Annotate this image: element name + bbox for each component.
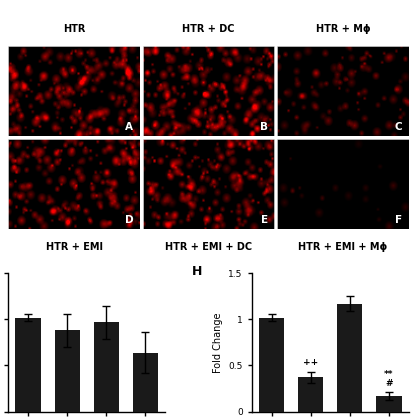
Text: HTR + DC: HTR + DC: [182, 24, 235, 34]
Text: #: #: [385, 378, 392, 388]
Text: HTR + EMI + DC: HTR + EMI + DC: [165, 242, 252, 252]
Bar: [15, 318, 41, 412]
Bar: [337, 304, 362, 412]
Bar: [94, 322, 119, 412]
Text: A: A: [126, 121, 133, 131]
Text: B: B: [260, 121, 268, 131]
Text: C: C: [394, 121, 402, 131]
Text: ++: ++: [303, 358, 318, 368]
Text: HTR: HTR: [63, 24, 85, 34]
Text: D: D: [125, 215, 133, 225]
Text: F: F: [395, 215, 402, 225]
Bar: [259, 318, 284, 412]
Text: E: E: [261, 215, 268, 225]
Bar: [133, 353, 158, 412]
Text: HTR + EMI + Mϕ: HTR + EMI + Mϕ: [298, 242, 387, 252]
Bar: [376, 396, 402, 412]
Text: **: **: [384, 370, 394, 379]
Text: H: H: [192, 265, 202, 278]
Bar: [298, 378, 323, 412]
Y-axis label: Fold Change: Fold Change: [213, 312, 223, 373]
Text: HTR + EMI: HTR + EMI: [46, 242, 103, 252]
Bar: [55, 331, 80, 412]
Text: HTR + Mϕ: HTR + Mϕ: [316, 24, 370, 34]
